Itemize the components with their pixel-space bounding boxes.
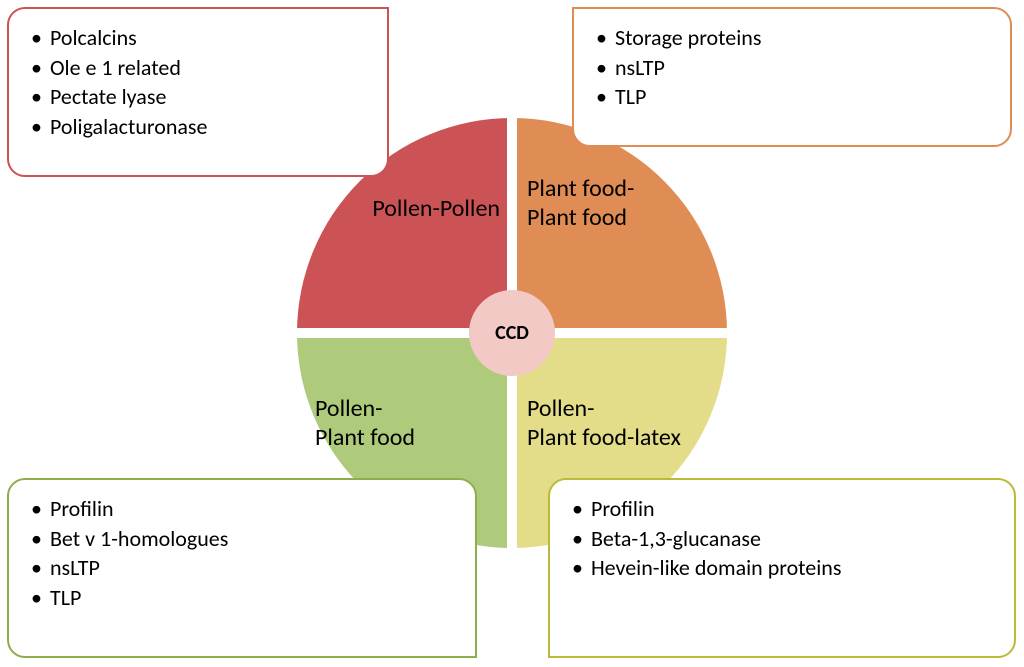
list-pollen-plantfood-latex: Profilin Beta-1,3-glucanase Hevein-like … (572, 494, 992, 583)
list-item: Beta-1,3-glucanase (572, 524, 992, 554)
list-item: Storage proteins (596, 23, 988, 53)
list-item: TLP (31, 583, 453, 613)
label-pollen-plantfood-latex: Pollen- Plant food-latex (527, 395, 767, 453)
list-pollen-plantfood: Profilin Bet v 1-homologues nsLTP TLP (31, 494, 453, 613)
label-plantfood-plantfood: Plant food- Plant food (527, 175, 737, 233)
box-plantfood-plantfood: Storage proteins nsLTP TLP (572, 7, 1012, 147)
list-item: Pectate lyase (31, 82, 365, 112)
center-hub: CCD (469, 290, 555, 376)
diagram-canvas: CCD Pollen-Pollen Plant food- Plant food… (0, 0, 1024, 667)
list-item: Poligalacturonase (31, 112, 365, 142)
list-pollen-pollen: Polcalcins Ole e 1 related Pectate lyase… (31, 23, 365, 142)
label-text-line2: Plant food (527, 203, 627, 232)
list-item: Profilin (572, 494, 992, 524)
list-item: Bet v 1-homologues (31, 524, 453, 554)
box-pollen-plantfood: Profilin Bet v 1-homologues nsLTP TLP (7, 478, 477, 658)
list-item: Polcalcins (31, 23, 365, 53)
label-text-line1: Pollen- (527, 394, 595, 423)
label-pollen-plantfood: Pollen- Plant food (315, 395, 505, 453)
center-hub-label: CCD (495, 321, 529, 345)
label-text-line1: Pollen- (315, 394, 383, 423)
list-item: nsLTP (596, 53, 988, 83)
list-plantfood-plantfood: Storage proteins nsLTP TLP (596, 23, 988, 112)
list-item: nsLTP (31, 553, 453, 583)
box-pollen-pollen: Polcalcins Ole e 1 related Pectate lyase… (7, 7, 389, 177)
list-item: TLP (596, 82, 988, 112)
box-pollen-plantfood-latex: Profilin Beta-1,3-glucanase Hevein-like … (548, 478, 1016, 658)
label-text-line2: Plant food-latex (527, 423, 681, 452)
label-pollen-pollen: Pollen-Pollen (310, 195, 500, 224)
list-item: Hevein-like domain proteins (572, 553, 992, 583)
label-text-line1: Plant food- (527, 174, 634, 203)
list-item: Profilin (31, 494, 453, 524)
label-text-line2: Plant food (315, 423, 415, 452)
label-text: Pollen-Pollen (372, 194, 500, 223)
list-item: Ole e 1 related (31, 53, 365, 83)
